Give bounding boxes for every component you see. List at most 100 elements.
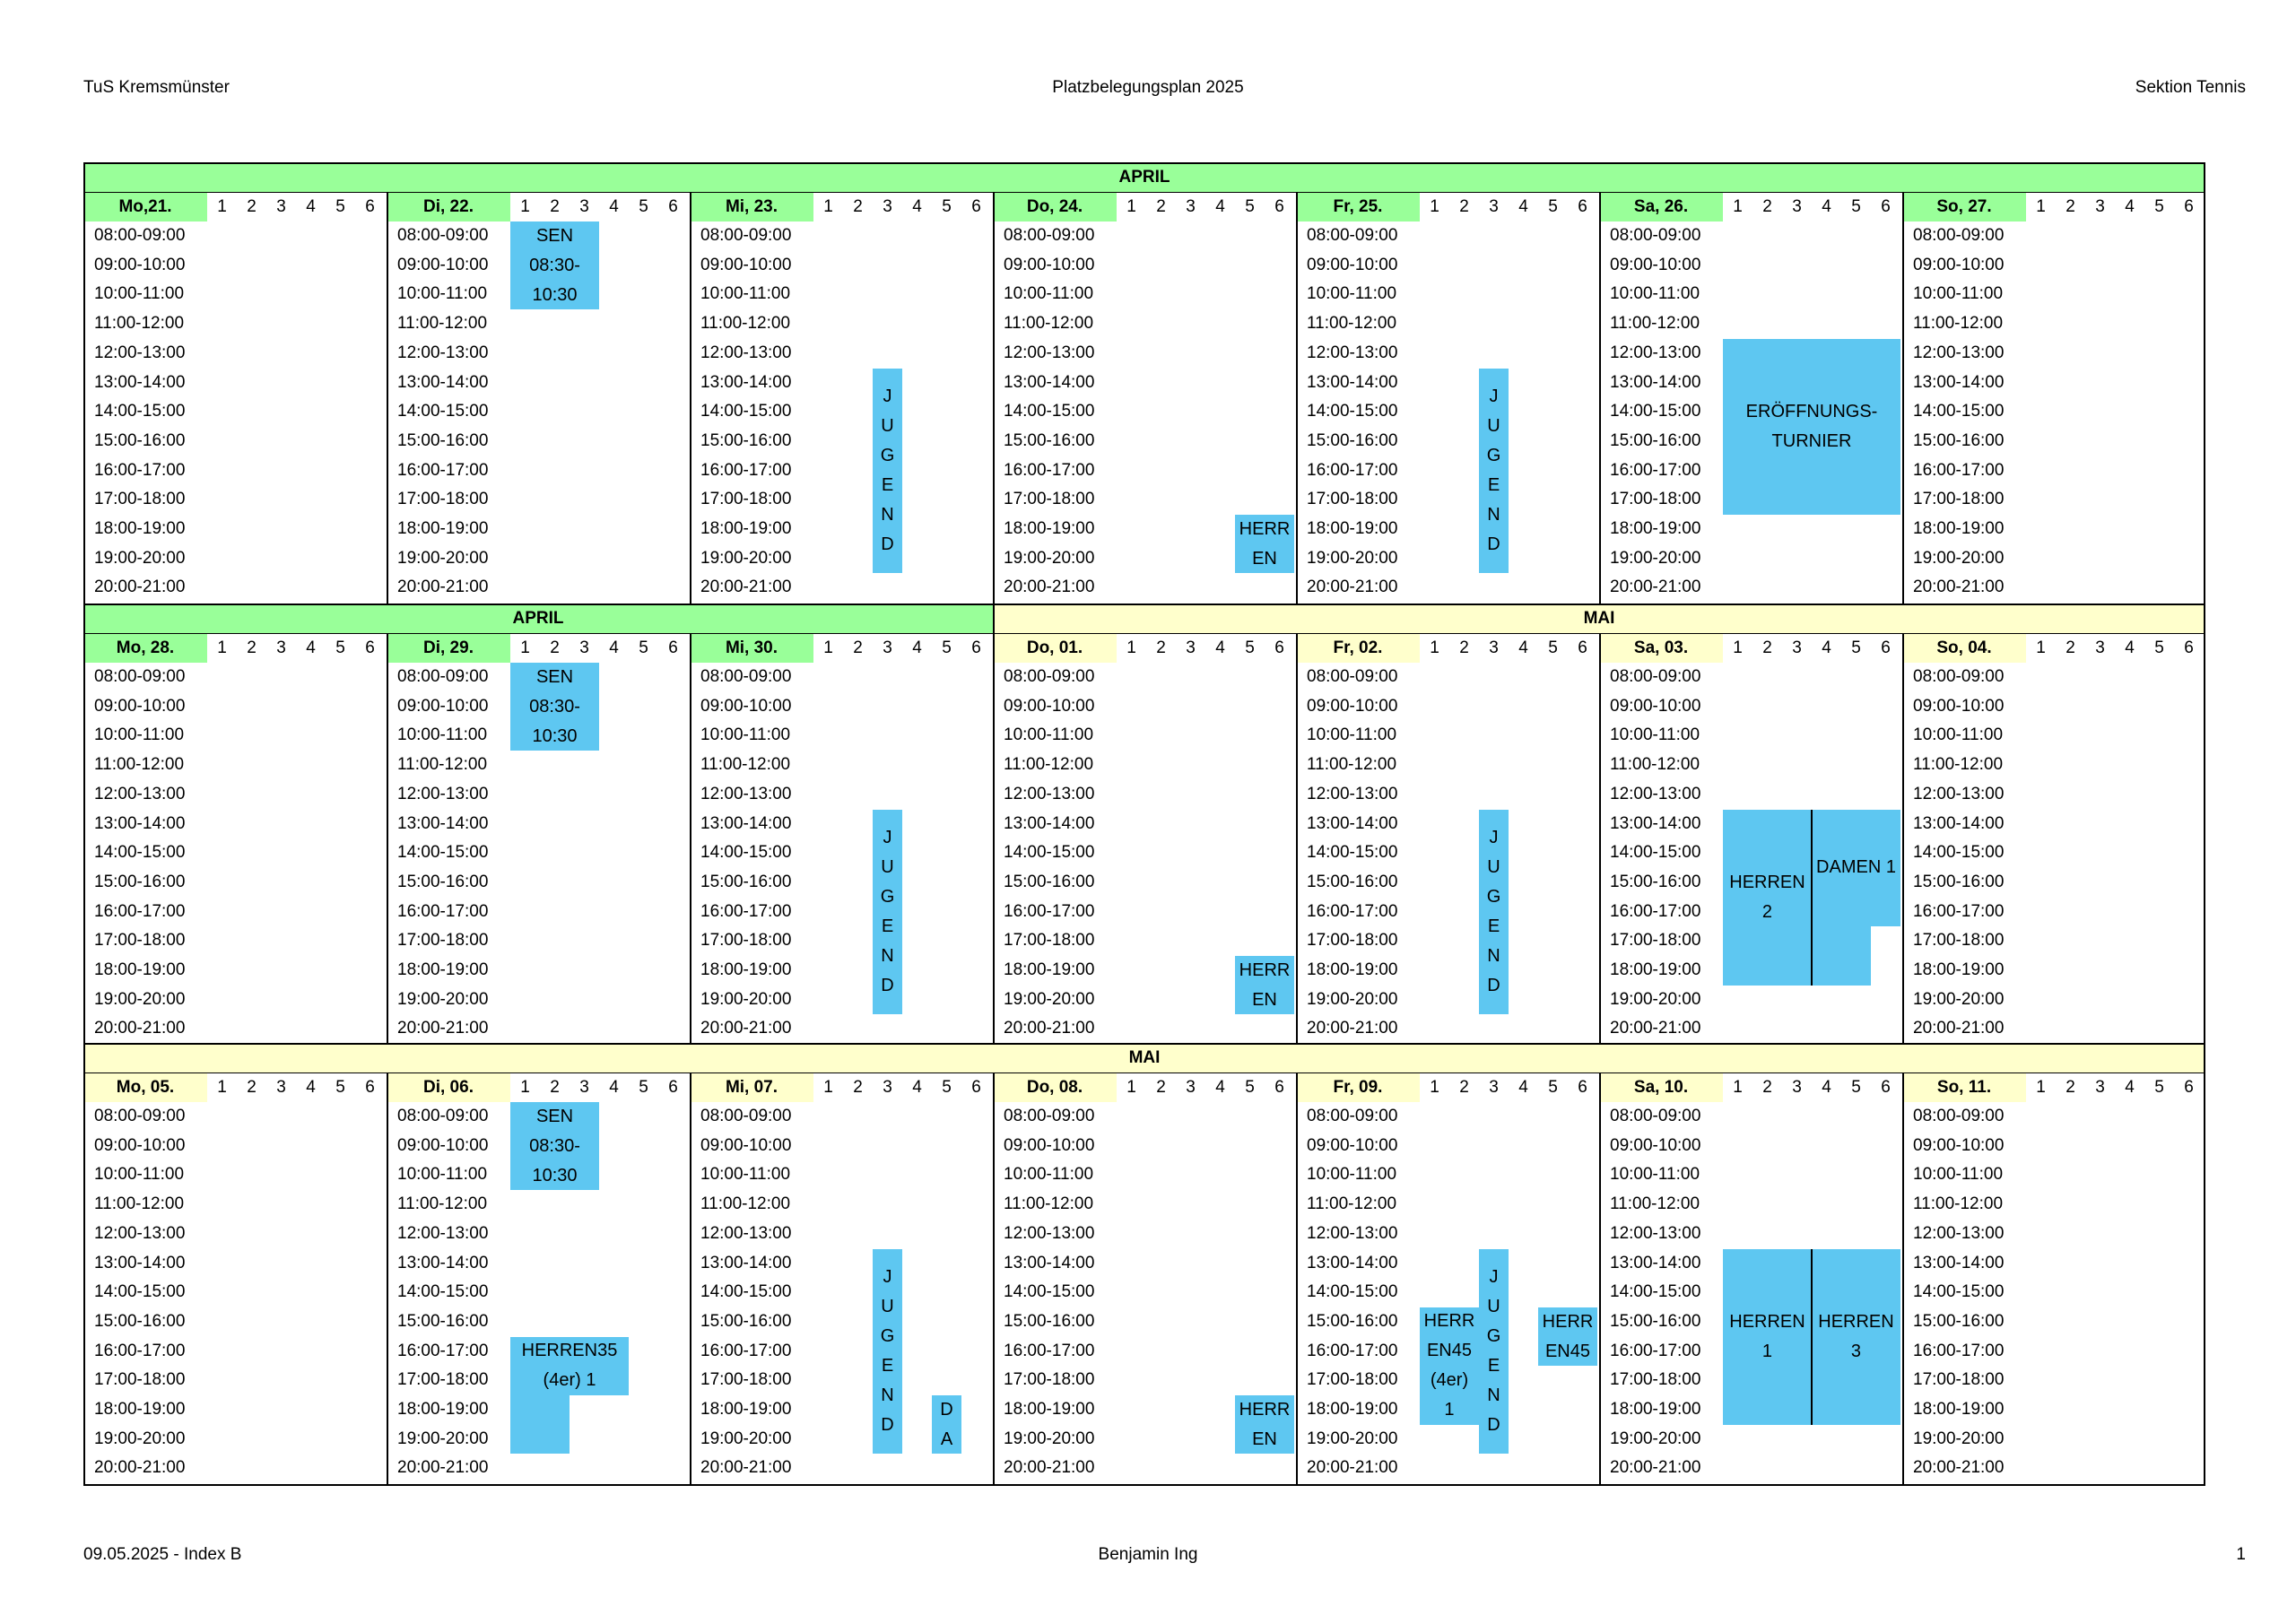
day-header: Do, 08.: [993, 1073, 1117, 1102]
court-number: 3: [276, 638, 286, 657]
court-number: 2: [853, 1078, 863, 1097]
time-slot: 13:00-14:00: [1610, 372, 1701, 392]
footer-author: Benjamin Ing: [1098, 1545, 1198, 1564]
time-slot: 12:00-13:00: [1913, 343, 2005, 362]
header-club-name: TuS Kremsmünster: [83, 78, 230, 97]
booking-label: D A: [940, 1399, 953, 1449]
time-slot: 15:00-16:00: [94, 430, 186, 450]
time-slot: 09:00-10:00: [1610, 696, 1701, 716]
time-slot: 18:00-19:00: [1913, 960, 2005, 979]
court-number: 5: [942, 638, 952, 657]
court-number: 3: [1489, 197, 1499, 216]
time-slot: 13:00-14:00: [94, 813, 186, 833]
court-number: 1: [2036, 638, 2046, 657]
time-slot: 14:00-15:00: [700, 402, 792, 421]
time-slot: 18:00-19:00: [1004, 1400, 1095, 1419]
time-slot: 15:00-16:00: [397, 1311, 489, 1331]
booking-label: SEN 08:30- 10:30: [529, 225, 580, 305]
court-booking: J U G E N D: [873, 368, 902, 574]
court-number: 5: [1548, 197, 1558, 216]
time-slot: 20:00-21:00: [397, 1458, 489, 1478]
time-slot: 11:00-12:00: [397, 755, 488, 775]
time-slot: 13:00-14:00: [1307, 1253, 1398, 1272]
court-number: 3: [1792, 197, 1802, 216]
court-booking: HERR EN: [1235, 956, 1294, 1015]
footer-page-number: 1: [2236, 1545, 2246, 1564]
time-slot: 17:00-18:00: [1610, 490, 1701, 509]
booking-label: ERÖFFNUNGS- TURNIER: [1745, 401, 1878, 451]
court-number: 4: [912, 1078, 922, 1097]
time-slot: 13:00-14:00: [397, 1253, 489, 1272]
footer-date-index: 09.05.2025 - Index B: [83, 1545, 242, 1564]
court-number: 6: [971, 638, 981, 657]
time-slot: 09:00-10:00: [397, 696, 489, 716]
time-slot: 12:00-13:00: [1610, 784, 1701, 803]
time-slot: 10:00-11:00: [1913, 284, 2004, 304]
time-slot: 11:00-12:00: [397, 314, 488, 334]
time-slot: 09:00-10:00: [1913, 1135, 2005, 1155]
day-header: So, 04.: [1902, 633, 2026, 663]
day-header: Sa, 10.: [1599, 1073, 1723, 1102]
time-slot: 19:00-20:00: [397, 989, 489, 1009]
grid-border-side: [2204, 162, 2205, 1486]
time-slot: 17:00-18:00: [1004, 1370, 1095, 1390]
day-header: Do, 24.: [993, 192, 1117, 221]
time-slot: 19:00-20:00: [1004, 548, 1095, 568]
court-number: 3: [1489, 1078, 1499, 1097]
day-separator: [1599, 1073, 1601, 1484]
time-slot: 08:00-09:00: [94, 1107, 186, 1125]
booking-label: J U G E N D: [880, 1266, 895, 1435]
court-number: 3: [2095, 197, 2105, 216]
court-number: 3: [276, 1078, 286, 1097]
time-slot: 13:00-14:00: [700, 372, 792, 392]
court-number: 5: [335, 638, 345, 657]
time-slot: 14:00-15:00: [1610, 843, 1701, 863]
time-slot: 16:00-17:00: [1913, 1341, 2005, 1360]
court-number: 4: [1215, 638, 1225, 657]
time-slot: 11:00-12:00: [1913, 755, 2004, 775]
time-slot: 17:00-18:00: [94, 490, 186, 509]
time-slot: 20:00-21:00: [94, 578, 186, 597]
time-slot: 10:00-11:00: [1004, 1165, 1094, 1185]
court-number: 6: [365, 1078, 375, 1097]
time-slot: 20:00-21:00: [700, 1458, 792, 1478]
time-slot: 13:00-14:00: [1004, 813, 1095, 833]
court-booking: D A: [932, 1395, 961, 1455]
time-slot: 09:00-10:00: [700, 255, 792, 274]
day-separator: [1296, 192, 1298, 604]
time-slot: 12:00-13:00: [397, 784, 489, 803]
time-slot: 09:00-10:00: [1307, 696, 1398, 716]
time-slot: 12:00-13:00: [700, 343, 792, 362]
time-slot: 14:00-15:00: [700, 1282, 792, 1302]
time-slot: 11:00-12:00: [1610, 314, 1700, 334]
court-number: 3: [579, 197, 589, 216]
time-slot: 16:00-17:00: [397, 901, 489, 921]
time-slot: 18:00-19:00: [1610, 1400, 1701, 1419]
time-slot: 08:00-09:00: [1913, 1107, 2005, 1125]
time-slot: 14:00-15:00: [94, 1282, 186, 1302]
court-number: 3: [579, 638, 589, 657]
time-slot: 14:00-15:00: [397, 402, 489, 421]
time-slot: 17:00-18:00: [397, 931, 489, 951]
court-number: 6: [1274, 197, 1284, 216]
time-slot: 11:00-12:00: [1913, 1194, 2004, 1214]
time-slot: 15:00-16:00: [700, 430, 792, 450]
time-slot: 10:00-11:00: [1610, 1165, 1700, 1185]
court-number: 3: [276, 197, 286, 216]
time-slot: 17:00-18:00: [700, 490, 792, 509]
day-separator: [1296, 1073, 1298, 1484]
header-plan-title: Platzbelegungsplan 2025: [1052, 78, 1244, 97]
time-slot: 13:00-14:00: [94, 1253, 186, 1272]
time-slot: 18:00-19:00: [1307, 1400, 1398, 1419]
time-slot: 20:00-21:00: [94, 1019, 186, 1038]
time-slot: 19:00-20:00: [700, 1429, 792, 1448]
court-number: 1: [520, 638, 530, 657]
time-slot: 16:00-17:00: [1004, 460, 1095, 480]
time-slot: 12:00-13:00: [1913, 784, 2005, 803]
time-slot: 08:00-09:00: [1307, 1107, 1398, 1125]
time-slot: 15:00-16:00: [1004, 1311, 1095, 1331]
court-number: 6: [1274, 638, 1284, 657]
time-slot: 09:00-10:00: [1004, 696, 1095, 716]
court-booking: SEN 08:30- 10:30: [510, 663, 599, 751]
time-slot: 18:00-19:00: [94, 519, 186, 538]
